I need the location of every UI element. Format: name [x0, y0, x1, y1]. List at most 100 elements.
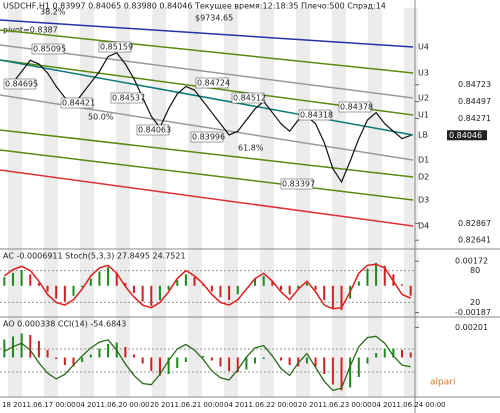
ao-bar [133, 354, 136, 358]
session-band [404, 8, 418, 397]
ao-bar [254, 357, 257, 364]
ao-bar [89, 354, 92, 358]
price-annotation: 0.84512 [233, 94, 266, 103]
ac-bar [262, 275, 265, 286]
ac-bar [115, 272, 118, 286]
price-annotation: 0.84695 [5, 80, 38, 89]
brand: alpari [430, 378, 455, 388]
price-annotation: 0.85159 [100, 43, 133, 52]
y-tick-label: 0.84723 [458, 80, 491, 89]
price-annotation: 0.84421 [62, 99, 95, 108]
ao-bar [409, 352, 412, 358]
ac-bar [89, 278, 92, 286]
y-tick-label: 0.82867 [458, 219, 491, 228]
ao-bar [37, 341, 40, 358]
level-line [0, 149, 414, 201]
level-line [0, 44, 414, 99]
session-band [260, 8, 274, 397]
ac-bar [409, 285, 412, 296]
ao-bar [279, 357, 282, 361]
ao-bar [55, 357, 58, 359]
cci-line [4, 335, 411, 392]
ao-bar [81, 357, 84, 362]
ao-bar [305, 357, 308, 364]
ao-bar [46, 350, 49, 358]
symbol-line: USDCHF,H1 0.83997 0.84065 0.83980 0.8404… [3, 2, 192, 11]
ao-bar [210, 357, 213, 361]
current-price-box [447, 130, 487, 141]
price-annotation: 0.84378 [340, 103, 373, 112]
ao-bar [150, 357, 153, 371]
x-tick-label: 04 2011.06.20 00:00 [76, 401, 150, 409]
ao-bar [245, 357, 248, 370]
ac-bar [167, 285, 170, 291]
ao-bar [401, 350, 404, 358]
ac-bar [46, 285, 49, 292]
ac-bar [401, 284, 404, 286]
ao-bar [176, 357, 179, 368]
level-label: U1 [418, 111, 429, 120]
ao-bar [107, 344, 110, 358]
stoch-level-label: 80 [470, 266, 480, 275]
level-label: U3 [418, 69, 429, 78]
level-line [0, 59, 414, 136]
ac-bar [236, 285, 239, 295]
level-line [0, 29, 414, 74]
ao-bar [314, 357, 317, 367]
ac-bar [20, 270, 23, 286]
ao-bar [72, 357, 75, 367]
ac-bar [383, 265, 386, 286]
ao-bar [219, 357, 222, 367]
ao-bar [288, 357, 291, 365]
ac-bar [107, 267, 110, 286]
x-tick-label: 04 2011.06.22 00:00 [224, 401, 298, 409]
ac-bar [184, 274, 187, 286]
level-line [0, 169, 414, 227]
price-annotation-box [110, 92, 144, 104]
ac-bar [37, 282, 40, 286]
ac-bar [288, 285, 291, 295]
price-annotation-box [31, 43, 65, 55]
price-annotation: 0.85095 [33, 45, 66, 54]
session-band [368, 8, 382, 397]
ao-bar [167, 357, 170, 374]
ao-bar [63, 357, 66, 365]
session-band [116, 8, 130, 397]
ac-bar [98, 271, 101, 286]
price-annotation-box [60, 97, 94, 109]
level-line [0, 19, 414, 48]
ao-bar [29, 335, 32, 358]
ac-bar [279, 285, 282, 291]
y-tick-label: 0.84497 [458, 97, 491, 106]
fibo-label: 61.8% [238, 144, 264, 153]
price-annotation: 0.84537 [112, 94, 145, 103]
ao-bar [392, 348, 395, 358]
ao-bar [366, 357, 369, 364]
price-annotation: 0.83996 [192, 133, 225, 142]
ao-bar [331, 357, 334, 385]
price-annotation: 0.84318 [300, 111, 333, 120]
ac-bar [375, 262, 378, 286]
ac-bar [176, 280, 179, 286]
ac-bar [254, 278, 257, 286]
ao-bar [3, 339, 6, 358]
price-annotation: 0.84063 [138, 126, 171, 135]
x-tick-label: 04 2011.06.24 00:00 [372, 401, 446, 409]
x-tick-label: 20 2011.06.21 00:00 [150, 401, 224, 409]
x-tick-label: 20 2011.06.23 00:00 [298, 401, 372, 409]
price-annotation-box [280, 178, 314, 190]
ac-bar [331, 285, 334, 309]
ac-bar [323, 285, 326, 301]
y-tick-label: 0.00172 [455, 257, 488, 266]
price-annotation-box [231, 92, 265, 104]
ao-bar [262, 357, 265, 359]
ao-bar [383, 348, 386, 358]
price-annotation-box [190, 131, 224, 143]
stoch-line [3, 263, 411, 310]
current-price: 0.84046 [449, 131, 482, 140]
fibo-label: 50.0% [88, 113, 114, 122]
ac-bar [340, 285, 343, 311]
ac-bar [219, 285, 222, 298]
level-label: D1 [418, 156, 429, 165]
